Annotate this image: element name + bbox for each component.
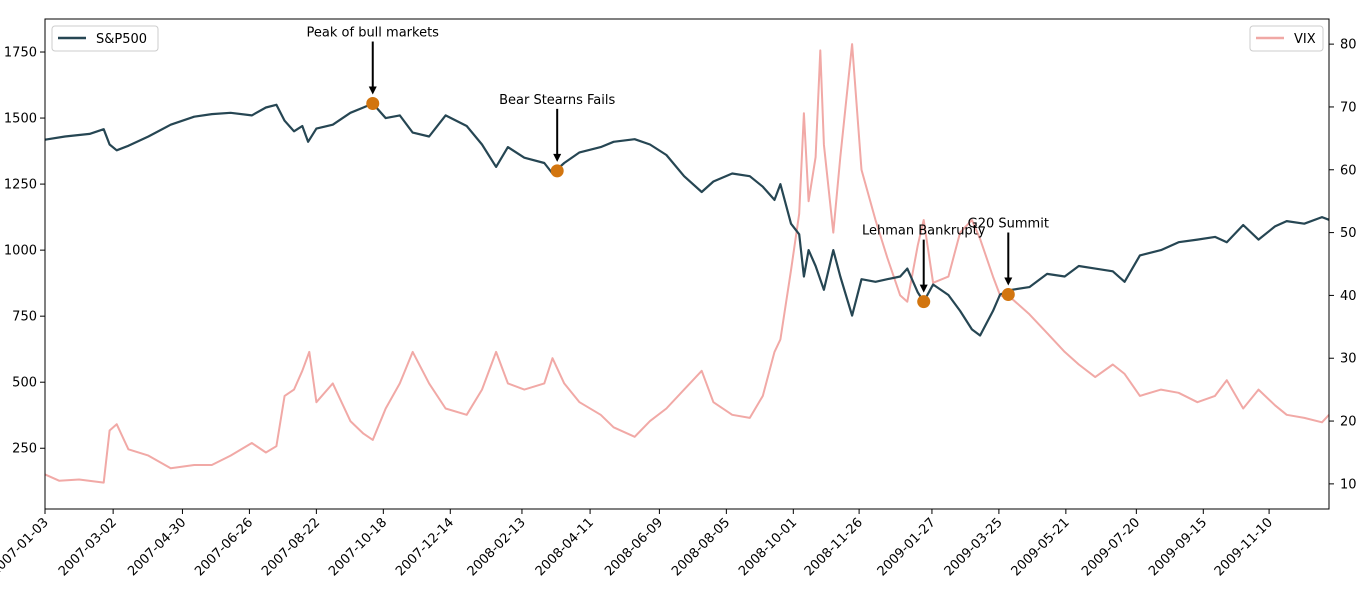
annotation-marker xyxy=(1001,288,1015,302)
x-tick-label: 2009-03-25 xyxy=(942,515,1006,579)
legend-vix-label: VIX xyxy=(1294,32,1316,47)
x-tick-label: 2009-01-27 xyxy=(875,515,939,579)
y-left-tick-label: 1000 xyxy=(4,244,37,259)
annotation-markers xyxy=(366,97,1015,309)
x-tick-label: 2009-07-20 xyxy=(1079,515,1143,579)
x-tick-label: 2007-04-30 xyxy=(125,515,189,579)
annotation-arrowhead xyxy=(553,153,562,162)
legend-sp500-label: S&P500 xyxy=(96,32,147,47)
annotation-marker xyxy=(366,97,380,111)
legend-sp500: S&P500 xyxy=(51,25,159,52)
y-right-tick-label: 10 xyxy=(1340,477,1357,492)
x-tick-label: 2008-10-01 xyxy=(736,515,800,579)
legend-sp500-box xyxy=(51,25,159,52)
vix-path xyxy=(44,43,1330,484)
annotation-label: Peak of bull markets xyxy=(307,26,440,41)
y-right-tick-label: 60 xyxy=(1340,163,1357,178)
y-left-tick-label: 500 xyxy=(12,376,37,391)
x-tick-label: 2007-08-22 xyxy=(259,515,323,579)
x-tick-label: 2007-01-03 xyxy=(0,515,52,579)
x-tick-label: 2007-12-14 xyxy=(393,515,457,579)
y-right-tick-label: 70 xyxy=(1340,100,1357,115)
plot-frame xyxy=(44,18,1330,510)
y-left-tick-label: 750 xyxy=(12,310,37,325)
x-tick-label: 2008-06-09 xyxy=(602,515,666,579)
x-tick-label: 2009-05-21 xyxy=(1009,515,1073,579)
x-tick-label: 2009-09-15 xyxy=(1146,515,1210,579)
y-right-tick-label: 50 xyxy=(1340,226,1357,241)
legend-vix: VIX xyxy=(1249,25,1324,52)
x-tick-label: 2007-03-02 xyxy=(56,515,120,579)
y-right-tick-label: 40 xyxy=(1340,289,1357,304)
y-left-tick-label: 250 xyxy=(12,442,37,457)
x-tick-label: 2008-11-26 xyxy=(802,515,866,579)
annotation-label: G20 Summit xyxy=(968,217,1049,232)
annotation-marker xyxy=(550,164,564,178)
y-axis-left: 250 500 750 1000 1250 1500 1750 xyxy=(4,46,45,457)
y-right-tick-label: 80 xyxy=(1340,38,1357,53)
y-left-tick-label: 1250 xyxy=(4,178,37,193)
x-tick-label: 2008-02-13 xyxy=(465,515,529,579)
annotation-label: Lehman Bankrupty xyxy=(862,224,986,239)
x-tick-label: 2007-06-26 xyxy=(192,515,256,579)
y-left-tick-label: 1500 xyxy=(4,112,37,127)
sp500-path xyxy=(44,102,1330,337)
annotation-marker xyxy=(917,295,931,309)
legend-vix-box xyxy=(1249,25,1324,52)
y-right-tick-label: 30 xyxy=(1340,352,1357,367)
annotation-label: Bear Stearns Fails xyxy=(499,93,615,108)
x-tick-label: 2009-11-10 xyxy=(1212,515,1276,579)
x-axis: 2007-01-03 2007-03-02 2007-04-30 2007-06-26… xyxy=(0,509,1276,579)
annotation-arrowhead xyxy=(919,284,928,293)
y-right-tick-label: 20 xyxy=(1340,415,1357,430)
annotation-arrowhead xyxy=(1004,277,1013,286)
annotations: Peak of bull markets Bear Stearns Fails Le… xyxy=(307,26,1049,293)
x-tick-label: 2008-08-05 xyxy=(669,515,733,579)
annotation-arrowhead xyxy=(368,86,377,95)
x-tick-label: 2008-04-11 xyxy=(533,515,597,579)
vix-series-line xyxy=(44,43,1330,484)
sp500-series-line xyxy=(44,102,1330,337)
x-tick-label: 2007-10-18 xyxy=(326,515,390,579)
y-axis-right: 10 20 30 40 50 60 70 80 xyxy=(1329,38,1357,492)
y-left-tick-label: 1750 xyxy=(4,46,37,61)
